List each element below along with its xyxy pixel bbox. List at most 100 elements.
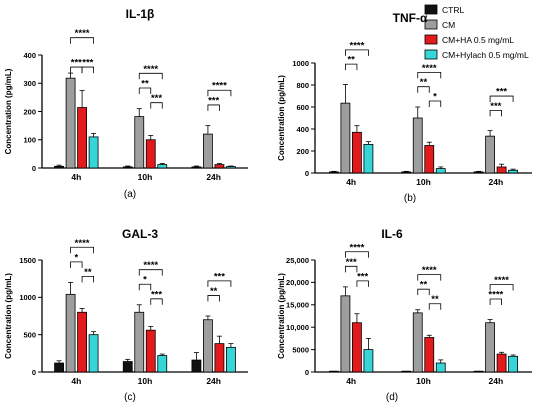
y-tick-label: 800 [296, 81, 309, 90]
y-tick-label: 0 [32, 164, 36, 173]
legend-swatch-cm [424, 19, 438, 30]
bar [122, 166, 133, 169]
bar [473, 171, 484, 174]
bar [340, 295, 351, 373]
x-tick-label: 4h [346, 376, 356, 386]
bar [122, 361, 133, 373]
significance-bracket [138, 87, 152, 94]
chart-3: GAL-3 (c) Concentration (pg/mL) 0 500 1000 150… [4, 227, 248, 403]
x-tick-label: 4h [71, 376, 81, 386]
chart-2: TNF-α (b) Concentration (pg/mL) 0 200 400 600 8… [277, 11, 532, 204]
significance-bracket [489, 298, 502, 306]
y-tick-label: 1000 [19, 293, 36, 302]
y-tick-label: 0 [305, 169, 309, 178]
chart-4: IL-6 (d) Concentration (pg/mL) 0 5000 10,000 1… [277, 227, 532, 403]
significance-bracket [417, 86, 430, 93]
y-axis-label: Concentration (pg/mL) [4, 68, 13, 154]
legend-label-cm-hylach: CM+Hylach 0.5 mg/mL [442, 50, 529, 60]
significance-bracket [345, 265, 358, 273]
significance-bracket [70, 37, 94, 44]
y-axis-label: Concentration (pg/mL) [4, 273, 13, 359]
y-tick-label: 400 [296, 125, 309, 134]
significance-bracket [207, 104, 220, 111]
x-tick-label: 24h [489, 177, 504, 187]
significance-label: *** [357, 271, 368, 282]
bar [134, 116, 145, 169]
panel-caption: (b) [404, 193, 416, 204]
bar [214, 164, 225, 169]
bar [145, 329, 156, 373]
significance-label: **** [212, 81, 227, 92]
bar [157, 355, 168, 373]
significance-label: ** [431, 294, 439, 305]
significance-label: *** [71, 58, 82, 69]
significance-bracket [489, 109, 502, 117]
bar [214, 343, 225, 373]
significance-bracket [70, 246, 94, 254]
significance-label: **** [350, 242, 365, 253]
bar [424, 145, 435, 174]
significance-bracket [150, 298, 163, 305]
significance-bracket [345, 49, 369, 56]
x-tick-label: 10h [416, 177, 431, 187]
significance-bracket [207, 295, 220, 302]
legend-item-ctrl: CTRL [424, 4, 464, 15]
y-tick-label: 100 [23, 136, 36, 145]
bar [435, 168, 446, 174]
significance-bracket [70, 261, 83, 268]
y-tick-label: 1000 [292, 59, 309, 68]
significance-bracket [207, 280, 232, 287]
chart-1: IL-1β (a) Concentration (pg/mL) 0 100 200 300 4… [4, 7, 248, 200]
x-tick-label: 24h [206, 376, 221, 386]
y-tick-label: 15,000 [286, 301, 309, 310]
legend-label-ctrl: CTRL [442, 5, 464, 15]
legend-item-cm-ha: CM+HA 0.5 mg/mL [424, 34, 514, 45]
significance-label: *** [214, 271, 225, 282]
bar [352, 131, 362, 174]
legend-item-cm: CM [424, 19, 455, 30]
y-tick-label: 0 [305, 368, 309, 377]
significance-label: **** [75, 238, 90, 249]
significance-bracket [81, 66, 94, 74]
significance-label: ** [420, 280, 428, 291]
legend: CTRL CM CM+HA 0.5 mg/mL CM+Hylach 0.5 mg… [424, 4, 529, 60]
x-tick-label: 4h [346, 177, 356, 187]
y-tick-label: 300 [23, 79, 36, 88]
significance-label: **** [494, 275, 509, 286]
y-tick-label: 200 [23, 107, 36, 116]
significance-label: **** [350, 40, 365, 51]
panel-caption: (d) [386, 392, 398, 403]
significance-bracket [345, 63, 358, 71]
bar [77, 311, 87, 373]
bar [191, 166, 202, 169]
bar [191, 359, 202, 373]
significance-bracket [138, 72, 163, 80]
significance-bracket [417, 288, 430, 296]
legend-label-cm: CM [442, 20, 455, 30]
bar [226, 346, 236, 373]
bar [340, 102, 351, 174]
bar [54, 362, 64, 373]
bar [412, 312, 423, 373]
bar [88, 334, 99, 373]
y-tick-label: 5000 [292, 345, 309, 354]
bar [401, 171, 412, 174]
charts: IL-1β (a) Concentration (pg/mL) 0 100 200 300 4… [4, 7, 532, 403]
significance-label: *** [208, 95, 219, 106]
significance-label: **** [75, 28, 90, 39]
significance-bracket [428, 303, 442, 310]
bar [412, 117, 423, 174]
significance-label: * [74, 252, 78, 263]
bar [508, 169, 518, 174]
significance-bracket [138, 269, 163, 276]
bar [145, 139, 156, 169]
bar [496, 166, 507, 174]
x-tick-label: 10h [138, 376, 153, 386]
bar [363, 143, 374, 174]
significance-bracket [428, 100, 442, 107]
significance-label: **** [422, 63, 437, 74]
bar [226, 166, 236, 169]
significance-label: *** [151, 289, 162, 300]
x-tick-label: 24h [206, 172, 221, 182]
